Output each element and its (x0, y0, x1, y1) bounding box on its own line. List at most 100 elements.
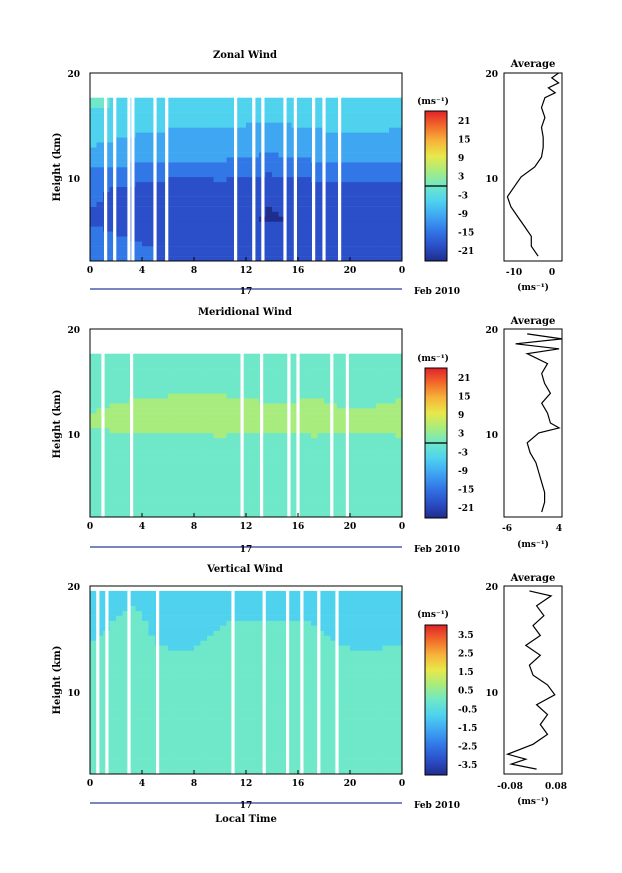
heatmap-cell (96, 625, 104, 631)
heatmap-cell (317, 754, 325, 760)
heatmap-cell (252, 231, 260, 237)
heatmap-cell (135, 734, 143, 740)
heatmap-cell (369, 714, 377, 720)
heatmap-cell (246, 595, 253, 602)
heatmap-cell (161, 625, 169, 631)
heatmap-cell (246, 477, 253, 483)
heatmap-cell (90, 724, 97, 730)
heatmap-cell (382, 432, 390, 439)
heatmap-cell (161, 769, 169, 775)
heatmap-cell (220, 492, 227, 498)
heatmap-cell (122, 759, 130, 765)
heatmap-cell (350, 684, 357, 691)
heatmap-cell (272, 600, 279, 606)
heatmap-cell (291, 635, 299, 641)
heatmap-cell (207, 729, 214, 735)
heatmap-cell (226, 492, 234, 498)
heatmap-cell (142, 729, 149, 735)
heatmap-cell (285, 167, 292, 173)
heatmap-cell (109, 744, 117, 750)
heatmap-cell (304, 246, 312, 252)
heatmap-cell (252, 462, 260, 468)
heatmap-cell (122, 196, 130, 202)
heatmap-cell (161, 457, 169, 463)
heatmap-cell (200, 754, 208, 760)
heatmap-cell (148, 147, 156, 153)
heatmap-cell (200, 457, 208, 463)
heatmap-cell (395, 117, 403, 123)
heatmap-cell (161, 388, 169, 394)
heatmap-cell (317, 423, 325, 429)
heatmap-cell (187, 497, 195, 503)
zonal-day-label: 17 (240, 287, 253, 297)
heatmap-cell (298, 236, 305, 242)
heatmap-cell (96, 640, 104, 646)
heatmap-cell (369, 97, 377, 103)
heatmap-cell (304, 408, 312, 414)
heatmap-cell (272, 353, 279, 359)
heatmap-cell (161, 142, 169, 148)
heatmap-cell (395, 670, 403, 676)
heatmap-cell (116, 694, 123, 700)
heatmap-cell (213, 675, 221, 681)
heatmap-cell (343, 709, 351, 715)
heatmap-cell (90, 492, 97, 498)
heatmap-cell (116, 358, 123, 364)
heatmap-cell (207, 408, 214, 414)
heatmap-cell (155, 226, 162, 232)
heatmap-cell (337, 605, 344, 611)
heatmap-cell (96, 102, 104, 108)
heatmap-cell (135, 122, 143, 128)
heatmap-cell (389, 749, 396, 755)
heatmap-cell (194, 615, 201, 621)
heatmap-cell (174, 467, 182, 473)
heatmap-cell (233, 427, 240, 434)
heatmap-cell (174, 117, 182, 123)
heatmap-cell (382, 418, 390, 424)
heatmap-cell (330, 477, 338, 483)
heatmap-cell (161, 670, 169, 676)
heatmap-cell (155, 442, 162, 448)
heatmap-cell (389, 418, 396, 424)
heatmap-cell (213, 694, 221, 700)
heatmap-cell (207, 595, 214, 602)
heatmap-cell (187, 670, 195, 676)
heatmap-cell (194, 97, 201, 103)
heatmap-cell (187, 127, 195, 133)
heatmap-cell (311, 492, 318, 498)
heatmap-cell (278, 512, 286, 518)
heatmap-cell (194, 655, 201, 661)
heatmap-cell (369, 167, 377, 173)
heatmap-cell (311, 694, 318, 700)
heatmap-cell (142, 680, 149, 686)
heatmap-cell (376, 423, 383, 429)
heatmap-cell (194, 418, 201, 424)
heatmap-cell (142, 226, 149, 232)
heatmap-cell (356, 181, 364, 187)
heatmap-cell (395, 107, 403, 113)
heatmap-cell (304, 759, 312, 765)
data-gap (293, 73, 297, 261)
heatmap-cell (213, 645, 221, 651)
heatmap-cell (233, 689, 240, 696)
heatmap-cell (220, 181, 227, 187)
heatmap-cell (363, 107, 370, 113)
heatmap-cell (90, 137, 97, 143)
heatmap-cell (213, 231, 221, 237)
heatmap-cell (252, 117, 260, 123)
heatmap-cell (278, 117, 286, 123)
heatmap-cell (278, 472, 286, 478)
heatmap-cell (291, 660, 299, 666)
heatmap-cell (395, 246, 403, 252)
heatmap-cell (272, 236, 279, 242)
heatmap-cell (194, 142, 201, 148)
heatmap-cell (194, 650, 201, 656)
heatmap-cell (148, 684, 156, 691)
heatmap-cell (116, 418, 123, 424)
heatmap-cell (382, 132, 390, 138)
heatmap-cell (187, 256, 195, 262)
heatmap-cell (278, 689, 286, 696)
heatmap-cell (382, 610, 390, 616)
heatmap-cell (168, 684, 175, 691)
heatmap-cell (90, 432, 97, 439)
